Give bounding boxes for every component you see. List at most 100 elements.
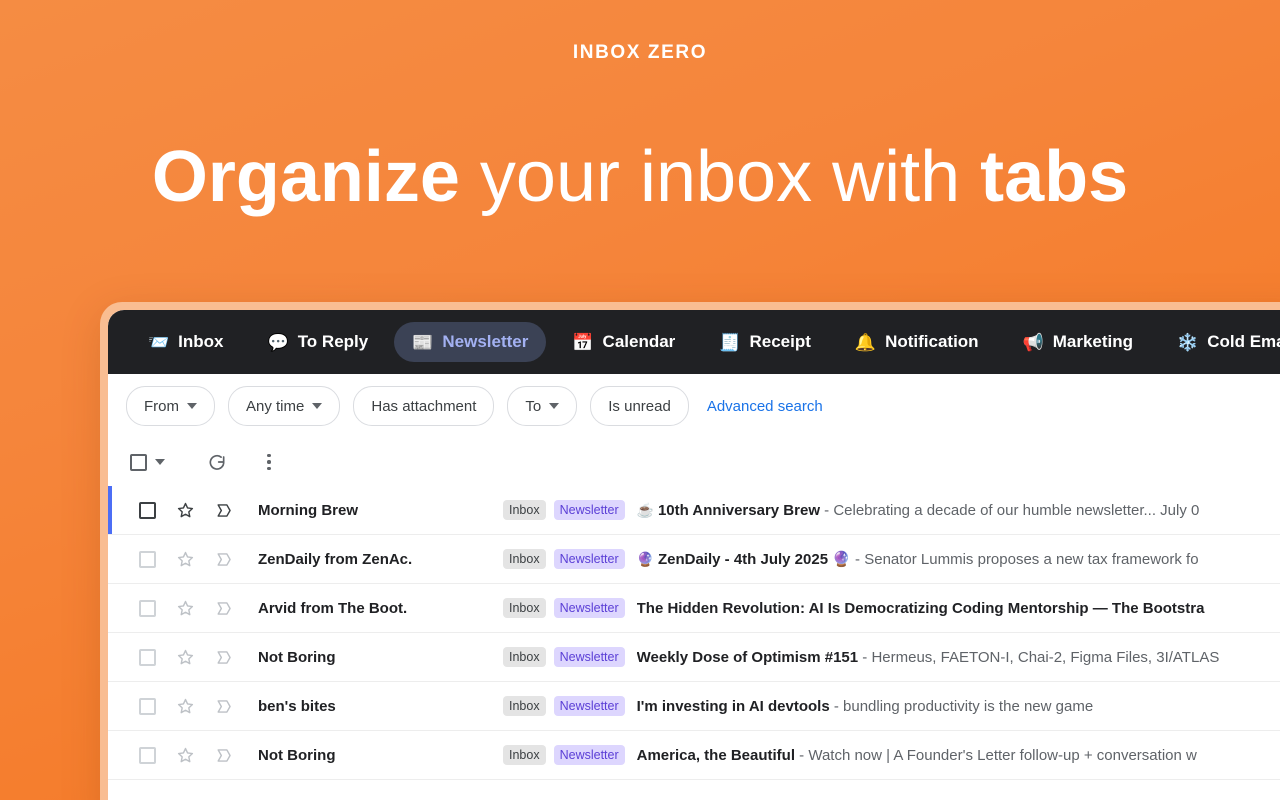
row-checkbox[interactable]: [139, 697, 156, 715]
email-subject: Weekly Dose of Optimism #151: [636, 648, 859, 666]
tab-notification[interactable]: 🔔 Notification: [837, 322, 997, 362]
headline-part-2: your inbox with: [459, 137, 981, 217]
tab-to-reply[interactable]: 💬 To Reply: [250, 322, 387, 362]
select-all-checkbox[interactable]: [130, 453, 147, 471]
email-sender: Arvid from The Boot.: [258, 599, 408, 617]
search-filter-bar: From Any time Has attachment To Is unread Ad…: [108, 374, 1280, 438]
tab-label: Notification: [885, 332, 979, 351]
row-checkbox[interactable]: [139, 746, 156, 764]
email-row[interactable]: Not Boring Inbox Newsletter America, the Be…: [108, 731, 1280, 780]
email-row[interactable]: ben's bites Inbox Newsletter I'm investing …: [108, 682, 1280, 731]
row-accent-bar: [108, 486, 112, 534]
star-icon[interactable]: [176, 501, 195, 520]
snowflake-icon: ❄️: [1177, 332, 1199, 352]
email-labels: Inbox Newsletter: [503, 500, 625, 520]
chevron-down-icon: [312, 403, 323, 409]
star-icon[interactable]: [176, 746, 195, 765]
email-snippet: - bundling productivity is the new game: [829, 697, 1094, 715]
row-checkbox[interactable]: [139, 550, 156, 568]
label-badge-newsletter: Newsletter: [553, 745, 625, 765]
label-badge-newsletter: Newsletter: [553, 598, 625, 618]
label-badge-inbox: Inbox: [503, 696, 546, 716]
email-subject-snippet: America, the Beautiful - Watch now | A F…: [637, 747, 1280, 764]
email-subject-snippet: ☕ 10th Anniversary Brew - Celebrating a …: [637, 502, 1280, 519]
important-marker-icon[interactable]: [215, 599, 234, 618]
important-marker-icon[interactable]: [215, 746, 234, 765]
email-sender: Not Boring: [258, 648, 336, 666]
row-accent-bar: [108, 584, 112, 632]
filter-chip-has-attachment[interactable]: Has attachment: [353, 386, 495, 426]
email-labels: Inbox Newsletter: [503, 696, 625, 716]
email-snippet: - Senator Lummis proposes a new tax fram…: [850, 551, 1199, 568]
subject-emoji-icon: ☕: [636, 501, 658, 518]
filter-chip-to[interactable]: To: [507, 386, 578, 426]
tab-marketing[interactable]: 📢 Marketing: [1005, 322, 1151, 362]
list-action-toolbar: [108, 438, 1280, 486]
eyebrow-label: INBOX ZERO: [572, 42, 708, 63]
speech-balloon-icon: 💬: [267, 332, 289, 352]
inbox-tray-icon: 📨: [148, 332, 170, 352]
filter-chip-label: Has attachment: [371, 397, 477, 415]
email-sender: ZenDaily from ZenAc.: [258, 550, 413, 568]
advanced-search-link[interactable]: Advanced search: [706, 397, 823, 415]
email-labels: Inbox Newsletter: [503, 647, 625, 667]
important-marker-icon[interactable]: [215, 697, 234, 716]
tab-inbox[interactable]: 📨 Inbox: [130, 322, 242, 362]
email-subject-snippet: The Hidden Revolution: AI Is Democratizi…: [637, 600, 1280, 617]
filter-chip-from[interactable]: From: [126, 386, 215, 426]
label-badge-newsletter: Newsletter: [553, 696, 625, 716]
email-subject: The Hidden Revolution: AI Is Democratizi…: [636, 599, 1205, 617]
star-icon[interactable]: [176, 697, 195, 716]
email-row[interactable]: Arvid from The Boot. Inbox Newsletter The H…: [108, 584, 1280, 633]
email-subject-snippet: I'm investing in AI devtools - bundling …: [637, 698, 1280, 715]
label-badge-newsletter: Newsletter: [553, 549, 625, 569]
email-snippet: - Hermeus, FAETON-I, Chai-2, Figma Files…: [858, 648, 1220, 666]
tab-cold-email[interactable]: ❄️ Cold Email: [1159, 322, 1280, 362]
tab-newsletter[interactable]: 📰 Newsletter: [394, 322, 547, 362]
star-icon[interactable]: [176, 550, 195, 569]
row-accent-bar: [108, 682, 112, 730]
category-tabbar[interactable]: 📨 Inbox 💬 To Reply 📰 Newsletter 📅 Calendar 🧾 Rece…: [108, 310, 1280, 374]
row-checkbox[interactable]: [139, 648, 156, 666]
filter-chip-label: Any time: [246, 397, 305, 415]
email-labels: Inbox Newsletter: [503, 598, 625, 618]
tab-label: Receipt: [749, 332, 811, 351]
label-badge-inbox: Inbox: [503, 745, 546, 765]
important-marker-icon[interactable]: [215, 501, 234, 520]
tab-label: Newsletter: [442, 332, 529, 351]
label-badge-inbox: Inbox: [503, 500, 546, 520]
row-checkbox[interactable]: [139, 599, 156, 617]
star-icon[interactable]: [176, 599, 195, 618]
email-subject-snippet: 🔮 ZenDaily - 4th July 2025 🔮 - Senator L…: [637, 550, 1280, 568]
tab-receipt[interactable]: 🧾 Receipt: [701, 322, 829, 362]
row-checkbox[interactable]: [139, 501, 156, 519]
tab-calendar[interactable]: 📅 Calendar: [554, 322, 693, 362]
email-row[interactable]: ZenDaily from ZenAc. Inbox Newsletter 🔮 Zen…: [108, 535, 1280, 584]
subject-emoji-icon: 🔮: [636, 551, 658, 567]
more-options-icon[interactable]: [263, 450, 275, 475]
receipt-icon: 🧾: [719, 332, 741, 352]
label-badge-newsletter: Newsletter: [553, 500, 625, 520]
label-badge-inbox: Inbox: [503, 598, 546, 618]
email-subject: I'm investing in AI devtools: [636, 697, 830, 715]
chevron-down-icon: [187, 403, 197, 409]
row-accent-bar: [108, 633, 112, 681]
filter-chip-is-unread[interactable]: Is unread: [590, 386, 689, 426]
refresh-icon[interactable]: [207, 452, 227, 472]
filter-chip-any-time[interactable]: Any time: [228, 386, 341, 426]
email-row[interactable]: Morning Brew Inbox Newsletter ☕ 10th Annive…: [108, 486, 1280, 535]
filter-chip-label: To: [525, 397, 542, 415]
star-icon[interactable]: [176, 648, 195, 667]
headline-part-1: Organize: [151, 137, 460, 217]
email-row[interactable]: Not Boring Inbox Newsletter Weekly Dose of …: [108, 633, 1280, 682]
important-marker-icon[interactable]: [215, 550, 234, 569]
email-sender: Not Boring: [258, 746, 336, 764]
label-badge-inbox: Inbox: [503, 549, 546, 569]
page-title: Organize your inbox with tabs: [0, 134, 1280, 220]
important-marker-icon[interactable]: [215, 648, 234, 667]
email-labels: Inbox Newsletter: [503, 549, 625, 569]
label-badge-inbox: Inbox: [503, 647, 546, 667]
select-all-dropdown-icon[interactable]: [155, 459, 165, 465]
email-sender: Morning Brew: [258, 501, 358, 519]
label-badge-newsletter: Newsletter: [553, 647, 625, 667]
